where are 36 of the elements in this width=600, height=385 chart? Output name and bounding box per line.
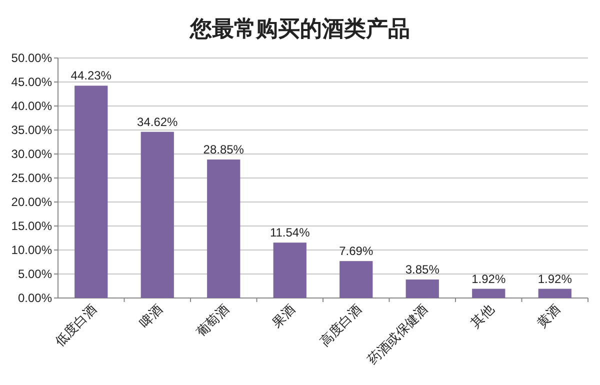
y-tick-label: 0.00% — [18, 291, 52, 305]
y-tick-label: 45.00% — [11, 75, 52, 89]
data-label: 11.54% — [270, 226, 310, 240]
x-tick-label: 低度白酒 — [52, 302, 100, 349]
y-tick-label: 40.00% — [11, 99, 52, 113]
data-label: 34.62% — [137, 114, 178, 129]
y-tick-label: 25.00% — [11, 171, 52, 185]
chart-title: 您最常购买的酒类产品 — [189, 16, 410, 42]
x-tick-label: 啤酒 — [136, 302, 166, 331]
data-label: 3.85% — [405, 262, 440, 277]
x-tick-label: 葡萄酒 — [194, 302, 232, 340]
y-tick-label: 35.00% — [11, 123, 52, 137]
bar — [472, 288, 506, 298]
y-tick-label: 30.00% — [11, 147, 52, 161]
bar — [74, 86, 108, 298]
bar — [538, 288, 572, 298]
data-label: 1.92% — [538, 272, 572, 286]
bar — [140, 132, 174, 298]
x-tick-label: 黄酒 — [534, 302, 563, 331]
y-tick-label: 20.00% — [11, 195, 52, 209]
y-tick-label: 15.00% — [11, 219, 52, 233]
y-tick-label: 5.00% — [18, 267, 52, 281]
x-tick-label: 高度白酒 — [316, 302, 364, 349]
data-label: 1.92% — [472, 272, 506, 286]
bar — [273, 242, 306, 298]
data-label: 44.23% — [70, 68, 112, 83]
data-label: 7.69% — [339, 244, 374, 258]
x-tick-label: 其他 — [468, 302, 497, 331]
y-tick-label: 50.00% — [11, 51, 52, 65]
bar — [406, 280, 439, 298]
bar — [340, 261, 373, 298]
bar — [207, 160, 240, 298]
y-tick-label: 10.00% — [11, 243, 52, 257]
x-tick-label: 药酒或保健酒 — [364, 302, 430, 368]
data-label: 28.85% — [203, 142, 244, 157]
x-tick-label: 果酒 — [269, 302, 298, 331]
